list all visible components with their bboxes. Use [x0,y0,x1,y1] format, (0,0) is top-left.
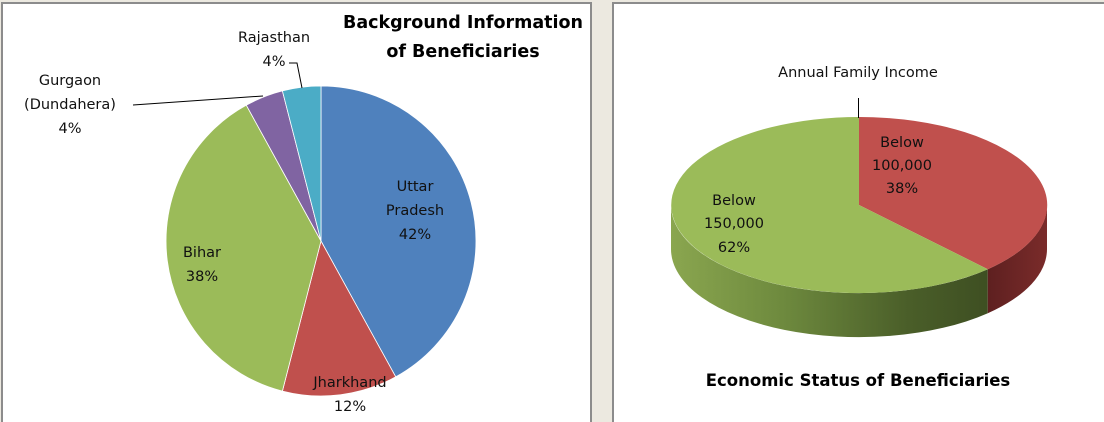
label-uttar-pradesh-line1: Uttar [397,179,434,195]
label-bihar-pct: 38% [186,269,218,285]
label-uttar-pradesh-line2: Pradesh [386,203,444,219]
rajasthan-leader-line [289,62,303,89]
label-gurgaon-name: Gurgaon [39,73,101,89]
label-jharkhand-pct: 12% [334,399,366,413]
gurgaon-leader-line [132,95,264,106]
slice-below-150000[interactable] [671,117,988,293]
label-gurgaon-pct: 4% [58,121,81,137]
label-gurgaon-sub: (Dundahera) [24,97,116,113]
label-bihar-name: Bihar [183,245,221,261]
background-info-pie-chart: Background Information of Beneficiaries … [24,13,583,413]
slice-uttar-pradesh[interactable] [320,85,477,378]
chart-title-line2: of Beneficiaries [386,42,539,62]
label-uttar-pradesh-pct: 42% [399,227,431,243]
slice-bihar[interactable] [165,104,322,392]
label-rajasthan-name: Rajasthan [238,30,310,46]
label-jharkhand-name: Jharkhand [312,375,386,391]
slice-jharkhand[interactable] [281,239,397,397]
chart-title-line1: Background Information [343,13,583,33]
label-rajasthan-pct: 4% [262,54,285,70]
slice-below-100000[interactable] [859,116,1048,270]
